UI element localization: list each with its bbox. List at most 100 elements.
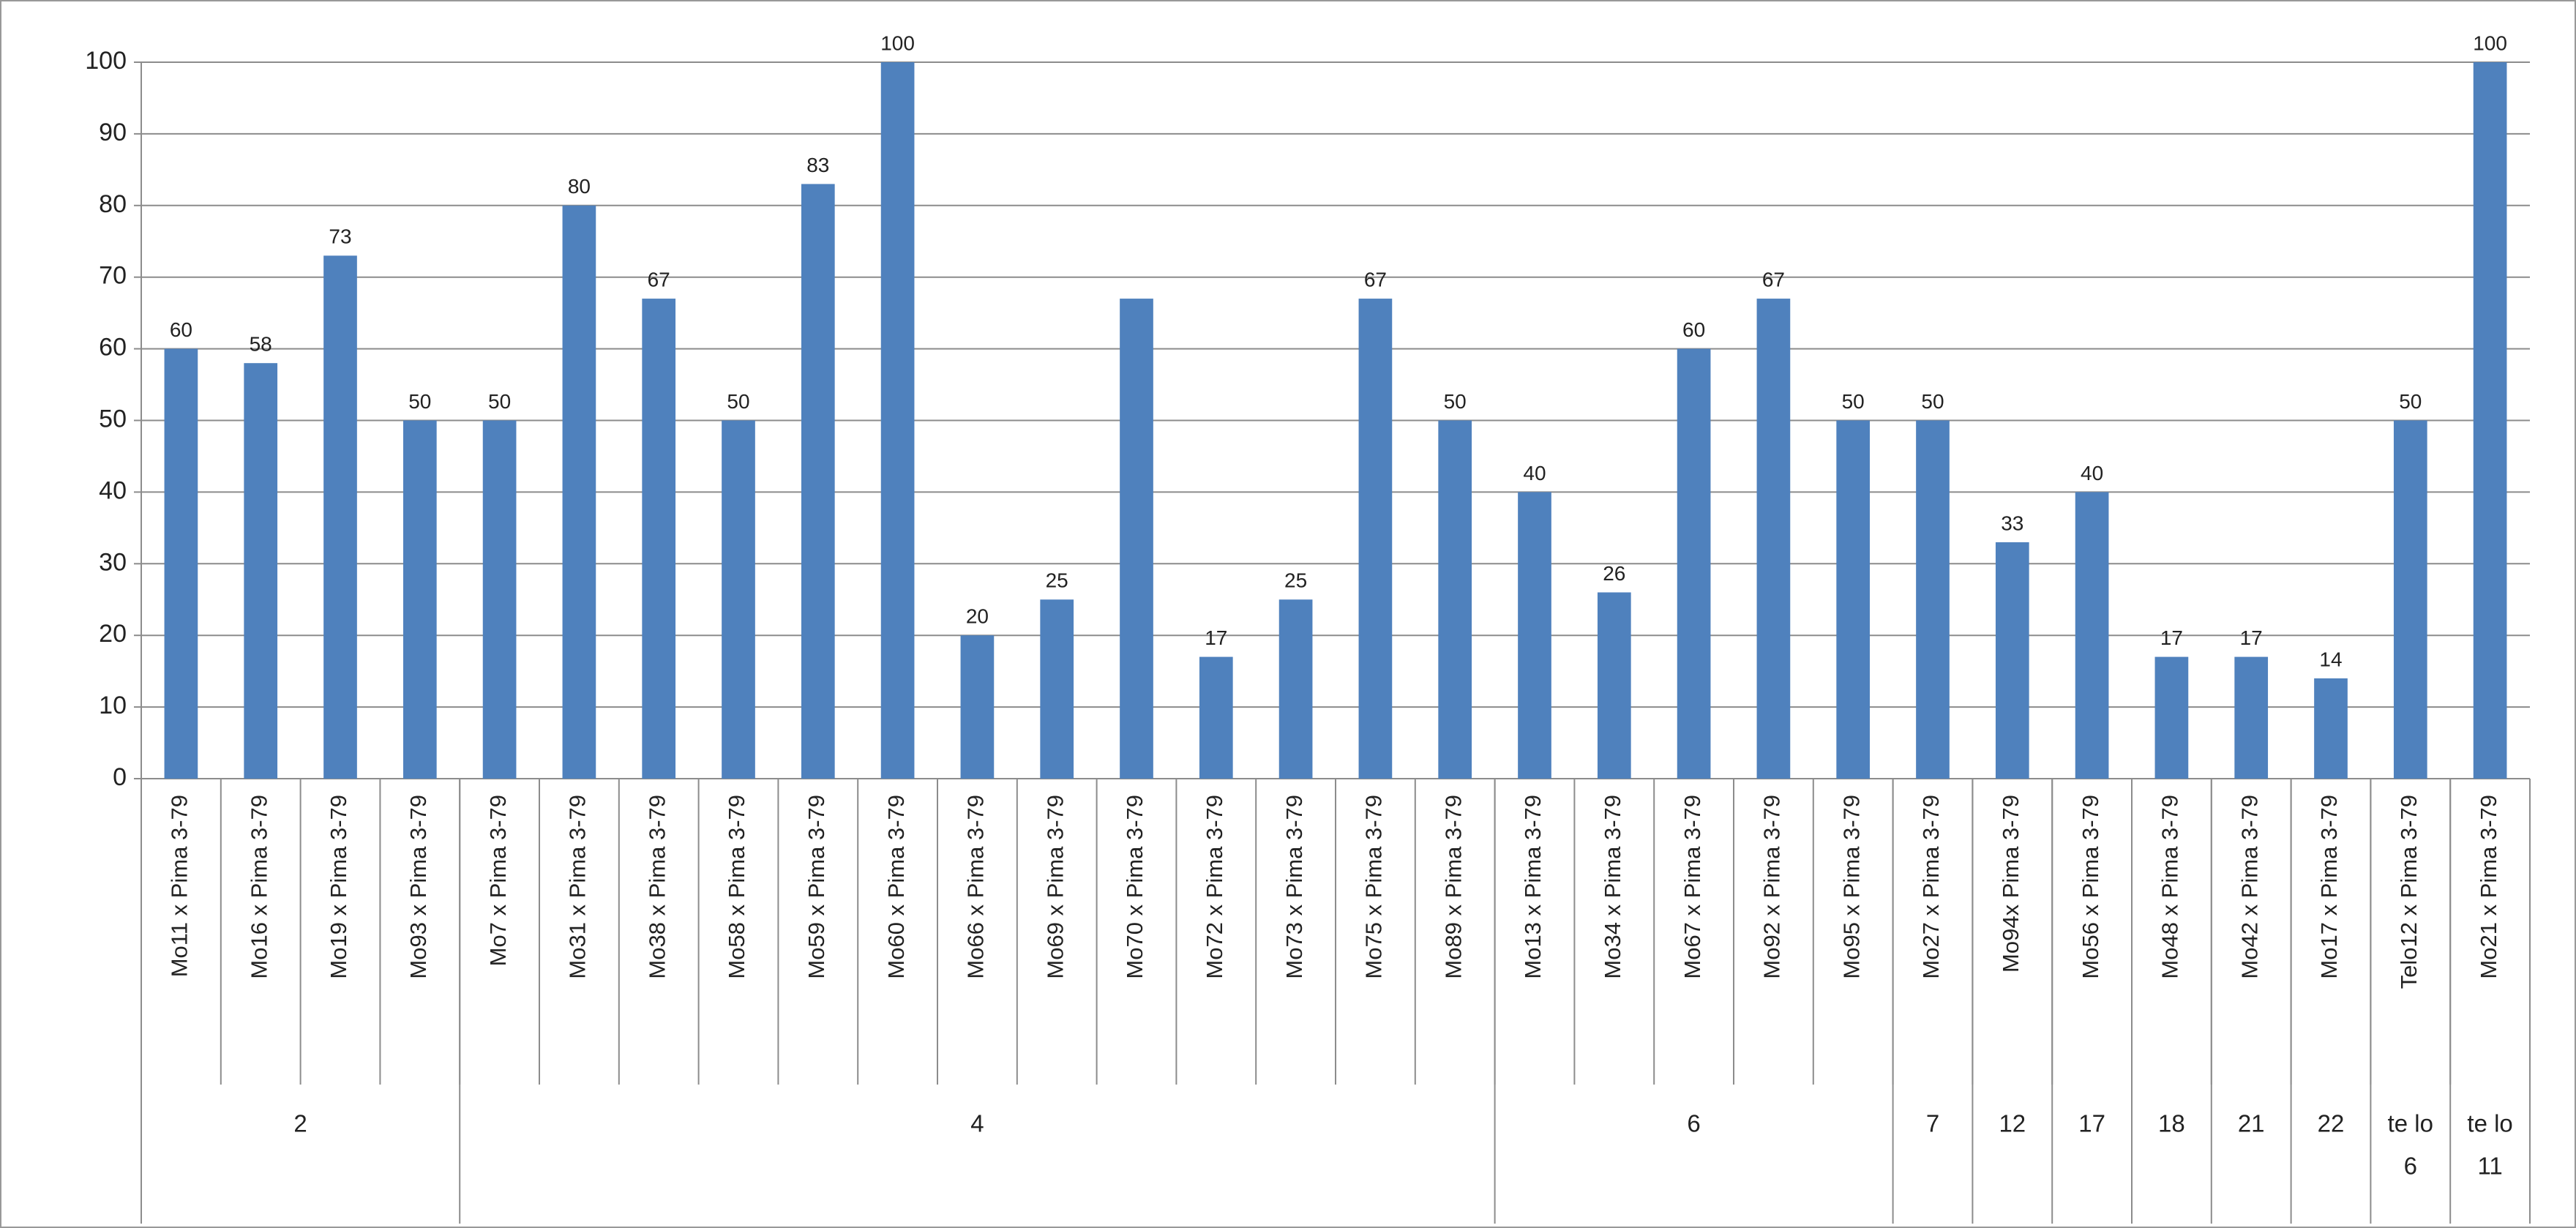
- x-tick-label: Mo94x Pima 3-79: [1998, 795, 2023, 973]
- bar: [2393, 420, 2427, 779]
- data-label: 40: [1523, 462, 1546, 484]
- bar: [2075, 492, 2109, 779]
- bar: [1677, 348, 1711, 779]
- data-label: 50: [408, 390, 431, 413]
- group-label: 4: [970, 1110, 984, 1137]
- x-tick-label: Mo69 x Pima 3-79: [1042, 795, 1068, 979]
- group-label: 12: [1999, 1110, 2026, 1137]
- bar: [2154, 656, 2189, 779]
- group-label: 7: [1926, 1110, 1939, 1137]
- x-tick-label: Mo60 x Pima 3-79: [883, 795, 909, 979]
- x-tick-label: Mo19 x Pima 3-79: [326, 795, 351, 979]
- y-tick-label: 10: [99, 692, 127, 719]
- bar: [1597, 592, 1631, 779]
- x-tick-label: Mo56 x Pima 3-79: [2078, 795, 2103, 979]
- x-tick-label: Mo11 x Pima 3-79: [167, 795, 192, 977]
- bar: [722, 420, 755, 779]
- group-label: 2: [293, 1110, 307, 1137]
- x-tick-label: Mo95 x Pima 3-79: [1838, 795, 1864, 979]
- x-tick-label: Mo72 x Pima 3-79: [1202, 795, 1227, 979]
- y-tick-label: 40: [99, 476, 127, 504]
- x-tick-label: Mo27 x Pima 3-79: [1918, 795, 1944, 979]
- bar: [2314, 678, 2348, 779]
- data-label: 58: [250, 333, 272, 356]
- data-label: 67: [1762, 268, 1785, 291]
- y-tick-label: 80: [99, 190, 127, 218]
- x-tick-label: Mo89 x Pima 3-79: [1440, 795, 1466, 979]
- x-tick-label: Mo59 x Pima 3-79: [804, 795, 829, 979]
- x-tick-label: Mo38 x Pima 3-79: [644, 795, 670, 979]
- bar: [960, 635, 995, 779]
- bar: [1358, 299, 1393, 779]
- data-label: 40: [2081, 462, 2103, 484]
- bar: [402, 420, 437, 779]
- bar: [2234, 656, 2269, 779]
- bar: [1995, 542, 2029, 779]
- group-label: 6: [1687, 1110, 1700, 1137]
- x-tick-label: Mo75 x Pima 3-79: [1361, 795, 1387, 979]
- data-label: 73: [329, 225, 351, 248]
- data-label: 17: [1205, 626, 1227, 649]
- data-label: 100: [880, 31, 915, 54]
- y-tick-label: 50: [99, 405, 127, 433]
- group-label: te lo: [2388, 1110, 2433, 1137]
- data-label: 20: [966, 605, 989, 628]
- bar: [562, 205, 596, 779]
- data-label: 26: [1603, 562, 1625, 585]
- bar: [880, 62, 915, 779]
- data-label: 67: [1364, 268, 1387, 291]
- data-label: 100: [2473, 31, 2507, 54]
- x-tick-label: Mo13 x Pima 3-79: [1520, 795, 1546, 979]
- data-label: 33: [2001, 512, 2023, 534]
- x-tick-label: Telo12 x Pima 3-79: [2396, 795, 2422, 989]
- data-label: 25: [1284, 569, 1307, 592]
- data-label: 50: [488, 390, 511, 413]
- x-tick-label: Mo73 x Pima 3-79: [1281, 795, 1307, 979]
- bar: [244, 363, 278, 779]
- group-label: 11: [2477, 1153, 2502, 1180]
- bar: [642, 299, 676, 779]
- data-label: 83: [806, 154, 829, 176]
- data-label: 50: [1444, 390, 1467, 413]
- data-label: 17: [2160, 626, 2183, 649]
- data-label: 60: [1682, 318, 1705, 341]
- x-tick-label: Mo48 x Pima 3-79: [2157, 795, 2183, 979]
- x-tick-label: Mo34 x Pima 3-79: [1600, 795, 1625, 979]
- bar: [1438, 420, 1472, 779]
- bar: [801, 184, 835, 779]
- group-label: 17: [2078, 1110, 2105, 1137]
- bar: [2473, 62, 2507, 779]
- data-label: 60: [170, 318, 192, 341]
- bar: [1120, 299, 1153, 779]
- bar: [1836, 420, 1871, 779]
- bar: [1756, 299, 1791, 779]
- data-label: 14: [2319, 648, 2342, 670]
- data-label: 50: [1842, 390, 1865, 413]
- data-label: 50: [727, 390, 749, 413]
- y-tick-label: 60: [99, 334, 127, 362]
- y-tick-label: 20: [99, 620, 127, 648]
- y-tick-label: 30: [99, 548, 127, 576]
- x-tick-label: Mo17 x Pima 3-79: [2316, 795, 2342, 979]
- bar: [1916, 420, 1950, 779]
- y-tick-label: 90: [99, 119, 127, 146]
- x-tick-label: Mo66 x Pima 3-79: [963, 795, 989, 979]
- y-tick-label: 70: [99, 262, 127, 290]
- bar: [1199, 656, 1233, 779]
- x-tick-label: Mo67 x Pima 3-79: [1680, 795, 1705, 979]
- y-tick-label: 100: [85, 47, 127, 75]
- bar: [1278, 599, 1313, 779]
- group-label: 18: [2158, 1110, 2185, 1137]
- x-tick-label: Mo70 x Pima 3-79: [1122, 795, 1147, 979]
- data-label: 17: [2240, 626, 2263, 649]
- bar: [1518, 492, 1551, 779]
- bar: [164, 348, 198, 779]
- x-tick-label: Mo42 x Pima 3-79: [2236, 795, 2262, 979]
- data-label: 25: [1046, 569, 1068, 592]
- bar: [1040, 599, 1074, 779]
- x-tick-label: Mo21 x Pima 3-79: [2476, 795, 2501, 979]
- group-label: 21: [2238, 1110, 2265, 1137]
